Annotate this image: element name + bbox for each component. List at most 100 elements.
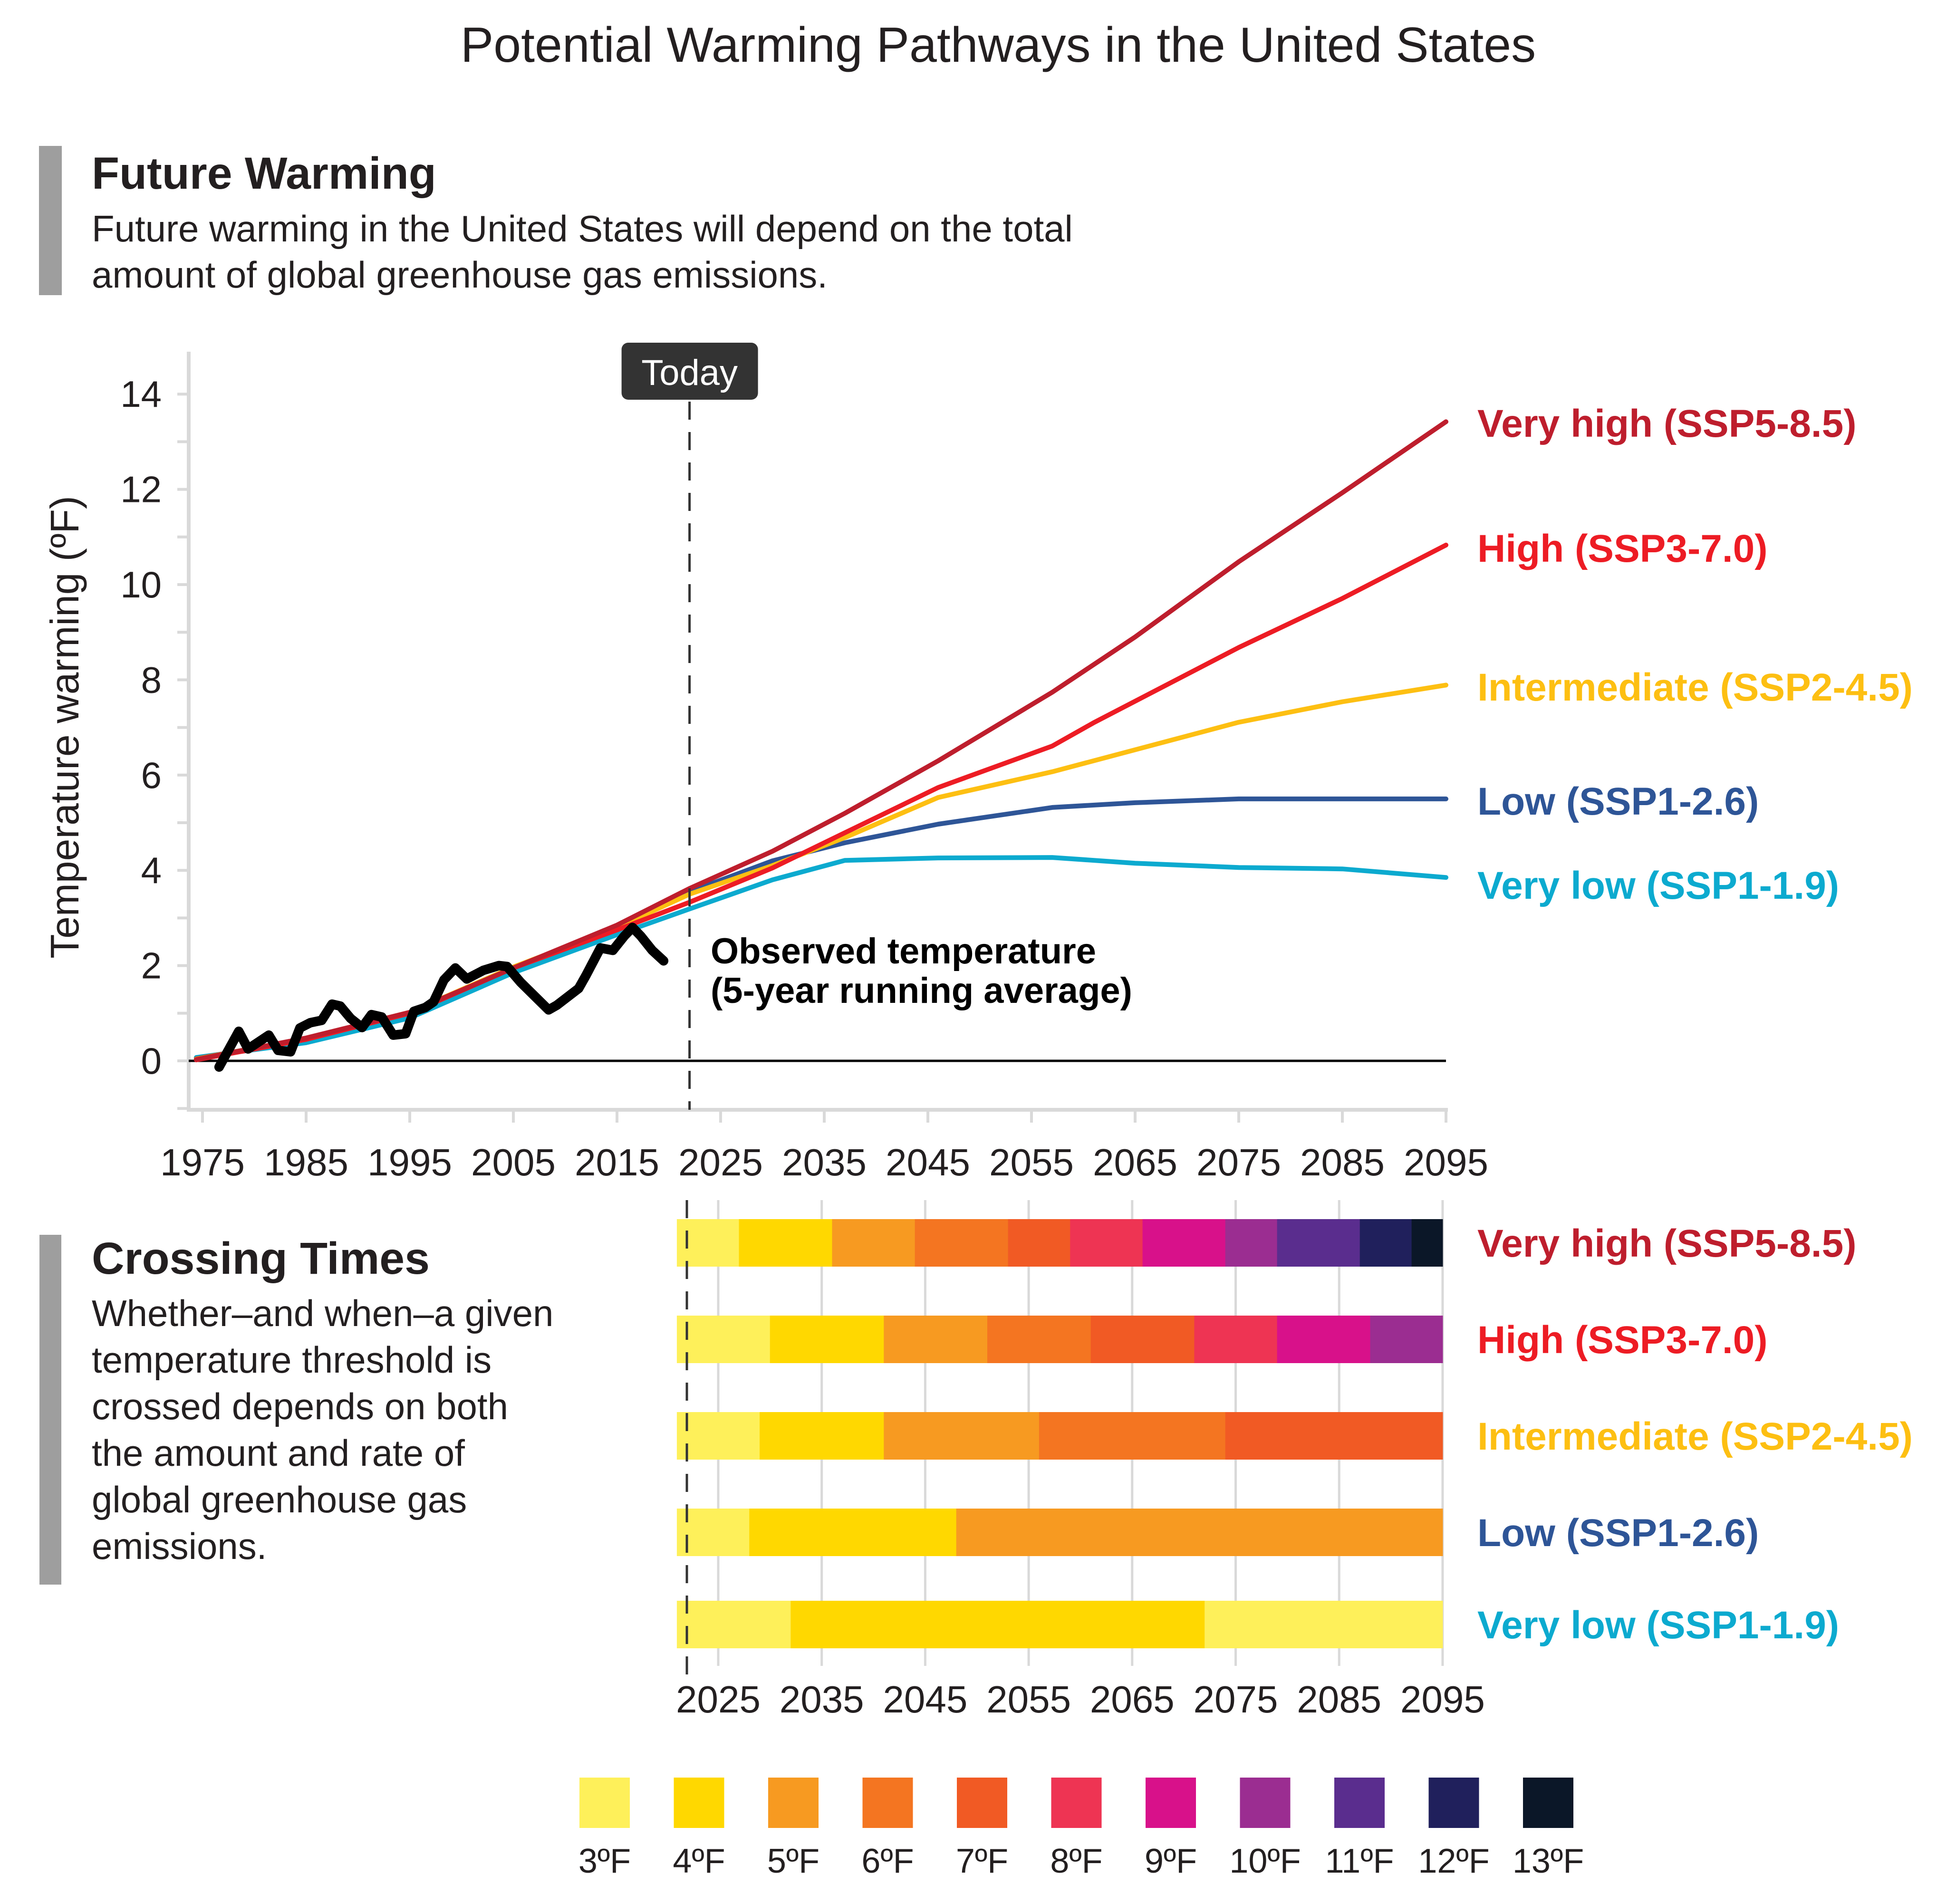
bar-segment: [760, 1412, 884, 1460]
bar-segment: [956, 1509, 1443, 1556]
legend-swatch: [674, 1778, 724, 1828]
crossing-body-line-6: emissions.: [92, 1525, 267, 1567]
warming-line-chart: 0 2 4 6 8 10 12 14 1975 1985 1995 2005 2015 2025 2035 2…: [42, 343, 1913, 1183]
bar-segment: [770, 1316, 884, 1363]
bar-x-tick-label: 2045: [883, 1678, 967, 1721]
bar-segment: [832, 1219, 916, 1267]
bar-segment: [790, 1601, 1205, 1648]
bar-segment: [676, 1412, 760, 1460]
x-tick-label: 1985: [264, 1141, 348, 1183]
bar-row: [676, 1219, 1443, 1267]
legend-label: 8ºF: [1050, 1842, 1102, 1880]
x-tick-label: 2065: [1093, 1141, 1177, 1183]
scenario-label-low: Low (SSP1-2.6): [1477, 780, 1759, 823]
legend-label: 11ºF: [1325, 1842, 1394, 1880]
legend-label: 4ºF: [673, 1842, 725, 1880]
bar-segment: [676, 1316, 771, 1363]
legend-swatch: [862, 1778, 913, 1828]
bar-row-label: Very low (SSP1-1.9): [1477, 1604, 1839, 1647]
legend-label: 3ºF: [578, 1842, 631, 1880]
legend-swatch: [1051, 1778, 1102, 1828]
legend-swatch: [1146, 1778, 1196, 1828]
legend-label: 5ºF: [767, 1842, 819, 1880]
crossing-heading: Crossing Times: [92, 1233, 430, 1284]
bar-x-tick-label: 2035: [780, 1678, 864, 1721]
bar-segment: [1194, 1316, 1278, 1363]
bar-segment: [739, 1219, 832, 1267]
x-tick-label: 2035: [782, 1141, 867, 1183]
x-tick-label: 2085: [1300, 1141, 1385, 1183]
y-tick-label: 10: [120, 564, 162, 606]
bar-x-tick-label: 2075: [1194, 1678, 1278, 1721]
scenario-label-high: High (SSP3-7.0): [1477, 527, 1768, 570]
bar-segment: [1411, 1219, 1443, 1267]
y-tick-label: 8: [141, 659, 162, 701]
crossing-times-chart: 2025 2035 2045 2055 2065 2075 2085 2095 Very hi…: [578, 1200, 1913, 1880]
legend-label: 13ºF: [1513, 1842, 1584, 1880]
bar-segment: [1370, 1316, 1443, 1363]
bar-segment: [1205, 1601, 1443, 1648]
y-tick-label: 4: [141, 849, 162, 891]
x-tick-label: 1975: [160, 1141, 245, 1183]
future-heading: Future Warming: [92, 148, 436, 199]
y-tick-label: 14: [120, 373, 162, 415]
bar-row: [676, 1601, 1443, 1648]
bar-segment: [987, 1316, 1091, 1363]
bar-row: [676, 1412, 1443, 1460]
bar-x-tick-label: 2065: [1090, 1678, 1175, 1721]
crossing-body-line-4: the amount and rate of: [92, 1432, 465, 1474]
legend-swatch: [1240, 1778, 1291, 1828]
crossing-body-line-3: crossed depends on both: [92, 1385, 508, 1427]
bar-x-tick-label: 2085: [1297, 1678, 1381, 1721]
bar-segment: [1070, 1219, 1143, 1267]
bar-segment: [749, 1509, 957, 1556]
bar-segment: [676, 1601, 791, 1648]
y-tick-label: 0: [141, 1040, 162, 1082]
x-tick-label: 2045: [886, 1141, 970, 1183]
y-tick-label: 6: [141, 754, 162, 796]
x-tick-label: 2075: [1196, 1141, 1281, 1183]
series-line-observed: [214, 923, 669, 1072]
bar-segment: [1090, 1316, 1195, 1363]
bar-segment: [1225, 1412, 1443, 1460]
bar-segment: [1359, 1219, 1412, 1267]
legend-label: 10ºF: [1229, 1842, 1301, 1880]
today-label: Today: [641, 353, 738, 393]
bar-segment: [676, 1509, 750, 1556]
bar-x-tick-label: 2055: [986, 1678, 1071, 1721]
bar-segment: [1225, 1219, 1278, 1267]
crossing-body-line-5: global greenhouse gas: [92, 1479, 467, 1520]
section-bar-future: [39, 146, 62, 295]
y-axis-label: Temperature warming (ºF): [42, 496, 87, 959]
bar-row-label: Low (SSP1-2.6): [1477, 1511, 1759, 1555]
x-tick-label: 2025: [678, 1141, 763, 1183]
bar-row-label: Very high (SSP5-8.5): [1477, 1222, 1857, 1265]
legend-label: 6ºF: [861, 1842, 914, 1880]
bar-row: [676, 1509, 1443, 1556]
future-body-line-1: Future warming in the United States will…: [92, 208, 1073, 250]
bar-row: [676, 1316, 1443, 1363]
x-tick-label: 2015: [575, 1141, 659, 1183]
legend-swatch: [1428, 1778, 1479, 1828]
section-bar-crossing: [39, 1235, 61, 1585]
legend-swatch: [1334, 1778, 1385, 1828]
legend-swatch: [957, 1778, 1007, 1828]
legend-swatch: [768, 1778, 819, 1828]
crossing-body-line-2: temperature threshold is: [92, 1339, 492, 1381]
bar-x-tick-label: 2095: [1400, 1678, 1485, 1721]
y-tick-label: 2: [141, 945, 162, 987]
y-tick-label: 12: [120, 469, 162, 510]
legend-swatch: [1523, 1778, 1573, 1828]
bar-segment: [884, 1316, 988, 1363]
bar-segment: [1142, 1219, 1226, 1267]
x-tick-label: 2055: [989, 1141, 1074, 1183]
scenario-label-intermediate: Intermediate (SSP2-4.5): [1477, 666, 1913, 709]
today-badge: [621, 343, 758, 400]
bar-segment: [1277, 1219, 1360, 1267]
observed-annotation-line-2: (5-year running average): [711, 971, 1132, 1011]
bar-segment: [1039, 1412, 1226, 1460]
x-tick-label: 2005: [471, 1141, 556, 1183]
bar-segment: [884, 1412, 1040, 1460]
legend-label: 9ºF: [1145, 1842, 1197, 1880]
